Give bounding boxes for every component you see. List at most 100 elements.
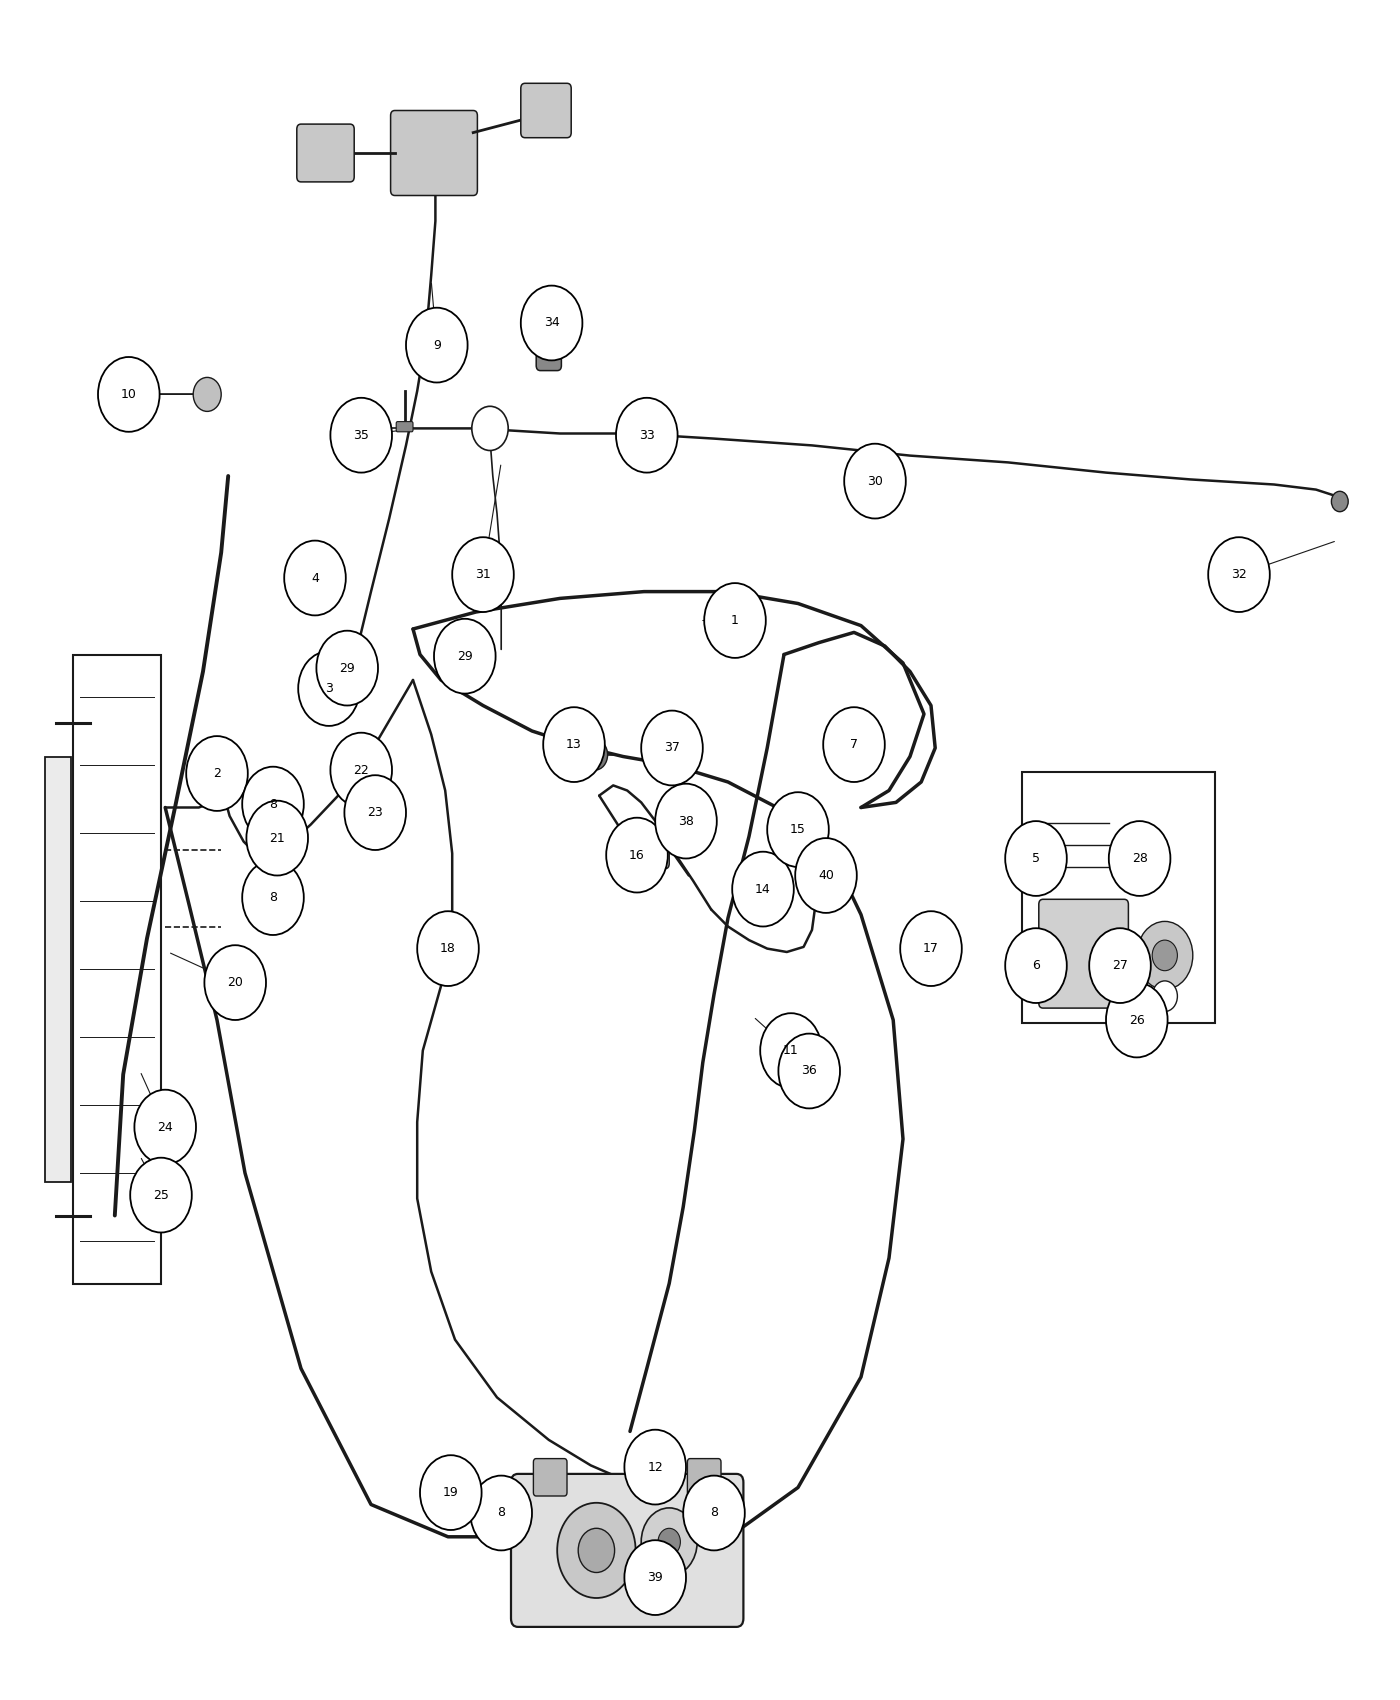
FancyBboxPatch shape <box>533 1459 567 1496</box>
Circle shape <box>246 801 308 876</box>
Text: 6: 6 <box>1032 959 1040 972</box>
FancyBboxPatch shape <box>511 1474 743 1627</box>
Circle shape <box>1005 928 1067 1003</box>
FancyBboxPatch shape <box>343 748 385 789</box>
Text: 26: 26 <box>1128 1013 1145 1027</box>
Circle shape <box>1005 821 1067 896</box>
Circle shape <box>1152 981 1177 1012</box>
Circle shape <box>616 398 678 473</box>
Text: 32: 32 <box>1231 568 1247 581</box>
Text: 37: 37 <box>664 741 680 755</box>
Text: 36: 36 <box>801 1064 818 1078</box>
Text: 27: 27 <box>1112 959 1128 972</box>
Text: 8: 8 <box>710 1506 718 1520</box>
Text: 9: 9 <box>433 338 441 352</box>
Text: 12: 12 <box>647 1460 664 1474</box>
Text: 23: 23 <box>367 806 384 819</box>
Text: 4: 4 <box>311 571 319 585</box>
Text: 10: 10 <box>120 388 137 401</box>
Circle shape <box>704 583 766 658</box>
Text: 5: 5 <box>1032 852 1040 865</box>
Circle shape <box>658 1528 680 1556</box>
Text: 28: 28 <box>1131 852 1148 865</box>
Circle shape <box>844 444 906 518</box>
Circle shape <box>823 707 885 782</box>
Text: 13: 13 <box>566 738 582 751</box>
Circle shape <box>606 818 668 892</box>
Text: 25: 25 <box>153 1188 169 1202</box>
Text: 8: 8 <box>269 891 277 904</box>
Text: 24: 24 <box>157 1120 174 1134</box>
Text: 29: 29 <box>339 661 356 675</box>
Circle shape <box>330 733 392 808</box>
FancyBboxPatch shape <box>396 422 413 432</box>
Circle shape <box>582 740 608 770</box>
FancyBboxPatch shape <box>309 670 351 711</box>
Circle shape <box>406 308 468 382</box>
Circle shape <box>186 736 248 811</box>
Circle shape <box>284 541 346 615</box>
Text: 40: 40 <box>818 869 834 882</box>
Text: 31: 31 <box>475 568 491 581</box>
Text: 17: 17 <box>923 942 939 955</box>
Text: 35: 35 <box>353 428 370 442</box>
Circle shape <box>452 537 514 612</box>
Text: 15: 15 <box>790 823 806 836</box>
Circle shape <box>795 838 857 913</box>
Circle shape <box>1106 983 1168 1057</box>
Text: 19: 19 <box>442 1486 459 1499</box>
Circle shape <box>641 711 703 785</box>
Circle shape <box>641 1508 697 1576</box>
FancyBboxPatch shape <box>483 1498 525 1538</box>
Text: 34: 34 <box>543 316 560 330</box>
Circle shape <box>900 911 962 986</box>
FancyBboxPatch shape <box>690 1498 732 1538</box>
Circle shape <box>242 860 304 935</box>
Text: 16: 16 <box>629 848 645 862</box>
Circle shape <box>624 1540 686 1615</box>
Circle shape <box>1089 928 1151 1003</box>
Text: 8: 8 <box>269 797 277 811</box>
Circle shape <box>557 1503 636 1598</box>
Circle shape <box>655 784 717 858</box>
Circle shape <box>298 651 360 726</box>
Text: 21: 21 <box>269 831 286 845</box>
Circle shape <box>521 286 582 360</box>
Text: 8: 8 <box>497 1506 505 1520</box>
Circle shape <box>344 775 406 850</box>
Text: 22: 22 <box>353 763 370 777</box>
Circle shape <box>472 406 508 451</box>
Circle shape <box>1137 921 1193 989</box>
Circle shape <box>624 1430 686 1504</box>
Circle shape <box>193 377 221 411</box>
FancyBboxPatch shape <box>253 882 295 923</box>
FancyBboxPatch shape <box>521 83 571 138</box>
Text: 2: 2 <box>213 767 221 780</box>
Circle shape <box>417 911 479 986</box>
Bar <box>73 654 161 1284</box>
Text: 29: 29 <box>456 649 473 663</box>
Circle shape <box>543 707 605 782</box>
Circle shape <box>1208 537 1270 612</box>
Text: 18: 18 <box>440 942 456 955</box>
FancyBboxPatch shape <box>253 792 295 833</box>
FancyBboxPatch shape <box>297 124 354 182</box>
FancyBboxPatch shape <box>1039 899 1128 1008</box>
Circle shape <box>434 619 496 694</box>
Text: 20: 20 <box>227 976 244 989</box>
Text: 30: 30 <box>867 474 883 488</box>
Text: 39: 39 <box>647 1571 664 1584</box>
Circle shape <box>470 1476 532 1550</box>
Circle shape <box>760 1013 822 1088</box>
FancyBboxPatch shape <box>624 828 669 869</box>
FancyBboxPatch shape <box>687 1459 721 1496</box>
Circle shape <box>683 1476 745 1550</box>
Circle shape <box>420 1455 482 1530</box>
FancyBboxPatch shape <box>391 110 477 196</box>
FancyBboxPatch shape <box>294 566 336 607</box>
Text: 1: 1 <box>731 614 739 627</box>
Text: 3: 3 <box>325 682 333 695</box>
Bar <box>45 756 71 1182</box>
Circle shape <box>767 792 829 867</box>
Circle shape <box>1109 821 1170 896</box>
